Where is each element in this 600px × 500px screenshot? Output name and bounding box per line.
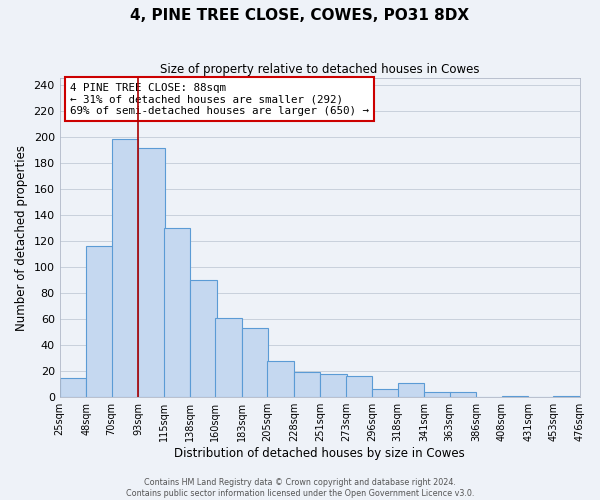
Bar (86, 246, 113, 397)
Bar (112, 140, 138, 397)
Bar (294, 372, 320, 397)
Bar (502, 396, 528, 397)
Text: Contains HM Land Registry data © Crown copyright and database right 2024.
Contai: Contains HM Land Registry data © Crown c… (126, 478, 474, 498)
Bar (59, 378, 86, 397)
Bar (346, 376, 373, 397)
Bar (242, 328, 268, 397)
Text: 4, PINE TREE CLOSE, COWES, PO31 8DX: 4, PINE TREE CLOSE, COWES, PO31 8DX (130, 8, 470, 22)
Bar (190, 280, 217, 397)
Bar (268, 360, 294, 397)
Text: 4 PINE TREE CLOSE: 88sqm
← 31% of detached houses are smaller (292)
69% of semi-: 4 PINE TREE CLOSE: 88sqm ← 31% of detach… (70, 83, 369, 116)
Bar (373, 390, 399, 397)
Y-axis label: Number of detached properties: Number of detached properties (15, 144, 28, 330)
Bar (553, 396, 580, 397)
Bar (138, 148, 164, 397)
Bar (424, 392, 451, 397)
Bar (320, 374, 347, 397)
Bar (398, 383, 424, 397)
Bar (449, 392, 476, 397)
X-axis label: Distribution of detached houses by size in Cowes: Distribution of detached houses by size … (175, 447, 465, 460)
Title: Size of property relative to detached houses in Cowes: Size of property relative to detached ho… (160, 62, 479, 76)
Bar (164, 228, 190, 397)
Bar (215, 318, 242, 397)
